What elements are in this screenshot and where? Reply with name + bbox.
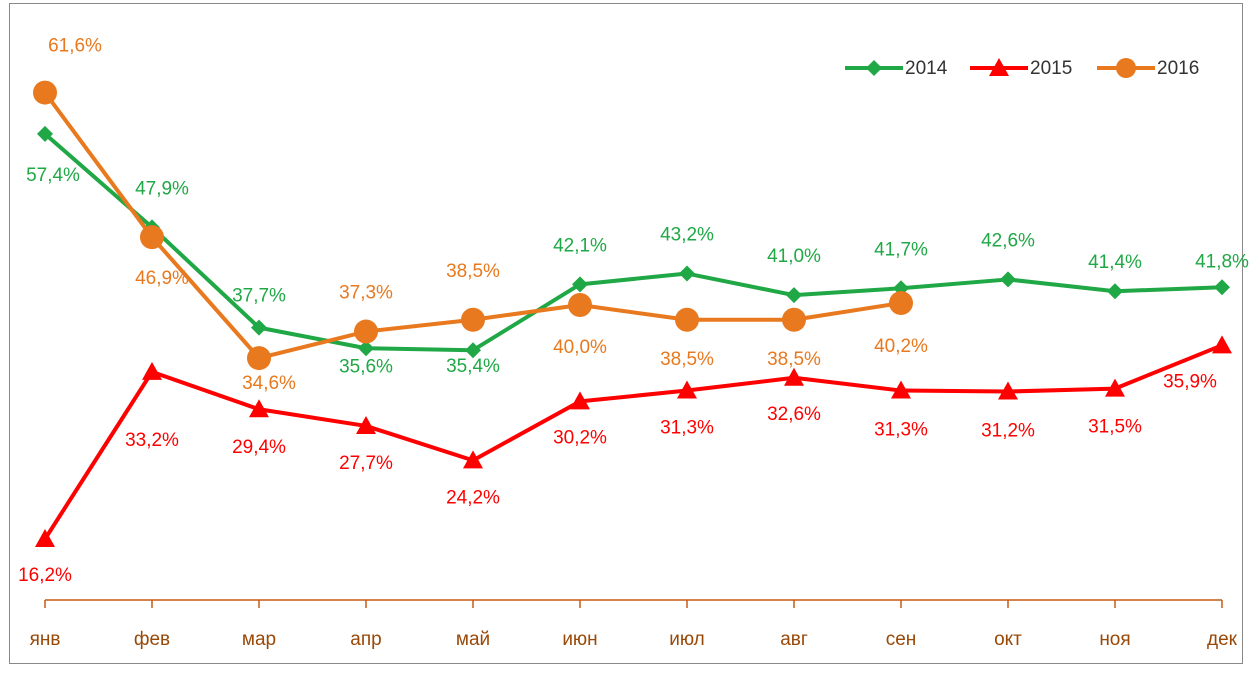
marker <box>784 367 804 386</box>
marker <box>463 450 483 469</box>
marker <box>354 319 378 344</box>
marker <box>35 529 55 548</box>
data-label: 46,9% <box>135 268 189 289</box>
data-label: 24,2% <box>446 487 500 508</box>
data-label: 37,7% <box>232 286 286 307</box>
x-tick-label: авг <box>780 629 808 650</box>
x-tick-label: июн <box>562 629 597 650</box>
data-label: 31,3% <box>874 420 928 441</box>
data-label: 42,6% <box>981 230 1035 251</box>
data-label: 61,6% <box>48 36 102 57</box>
marker <box>356 415 376 434</box>
marker <box>679 265 695 282</box>
x-tick-label: июл <box>669 629 705 650</box>
marker <box>142 361 162 380</box>
data-label: 41,7% <box>874 239 928 260</box>
legend-label: 2016 <box>1157 58 1199 79</box>
data-label: 33,2% <box>125 430 179 451</box>
data-label: 35,4% <box>446 356 500 377</box>
marker <box>1116 58 1136 78</box>
marker <box>891 380 911 399</box>
x-tick-label: янв <box>30 629 61 650</box>
legend-label: 2014 <box>905 58 948 79</box>
data-label: 37,3% <box>339 283 393 304</box>
data-label: 38,5% <box>446 261 500 282</box>
marker <box>465 342 481 359</box>
series-line <box>43 132 1223 353</box>
data-label: 32,6% <box>767 404 821 425</box>
legend-label: 2015 <box>1030 58 1072 79</box>
marker <box>570 391 590 410</box>
marker <box>572 276 588 293</box>
marker <box>247 346 271 371</box>
marker <box>677 380 697 399</box>
x-tick-label: мар <box>242 629 276 650</box>
data-label: 31,2% <box>981 421 1035 442</box>
data-label: 30,2% <box>553 427 607 448</box>
x-tick-label: фев <box>134 629 170 650</box>
data-label: 27,7% <box>339 453 393 474</box>
data-label: 34,6% <box>242 373 296 394</box>
marker <box>37 125 53 142</box>
marker <box>1105 378 1125 397</box>
data-label: 16,2% <box>18 565 72 586</box>
marker <box>249 399 269 418</box>
marker <box>461 307 485 332</box>
data-label: 40,0% <box>553 337 607 358</box>
marker <box>782 307 806 332</box>
data-label: 40,2% <box>874 336 928 357</box>
data-label: 31,5% <box>1088 417 1142 438</box>
data-label: 35,6% <box>339 356 393 377</box>
data-label: 31,3% <box>660 418 714 439</box>
series-line <box>43 343 1223 541</box>
marker <box>998 381 1018 400</box>
marker <box>568 293 592 317</box>
marker <box>675 307 699 332</box>
data-label: 47,9% <box>135 178 189 199</box>
marker <box>1212 335 1232 354</box>
marker <box>866 60 882 76</box>
marker <box>251 319 267 336</box>
data-label: 38,5% <box>767 349 821 370</box>
x-tick-label: ноя <box>1099 629 1130 650</box>
marker <box>1107 283 1123 300</box>
marker <box>1214 279 1230 296</box>
x-tick-label: май <box>456 629 490 650</box>
data-label: 38,5% <box>660 349 714 370</box>
data-label: 29,4% <box>232 437 286 458</box>
data-label: 41,0% <box>767 246 821 267</box>
marker <box>786 287 802 304</box>
marker <box>358 340 374 357</box>
marker <box>989 58 1009 76</box>
data-label: 41,8% <box>1195 251 1249 272</box>
marker <box>140 225 164 250</box>
x-tick-label: дек <box>1207 629 1238 650</box>
x-tick-label: апр <box>350 629 381 650</box>
chart-border <box>9 3 1243 664</box>
data-label: 41,4% <box>1088 252 1142 273</box>
data-label: 35,9% <box>1163 371 1217 392</box>
data-label: 43,2% <box>660 225 714 246</box>
marker <box>1000 271 1016 288</box>
marker <box>33 80 57 105</box>
x-tick-label: сен <box>886 629 917 650</box>
marker <box>889 291 913 316</box>
x-tick-label: окт <box>994 629 1022 650</box>
data-label: 42,1% <box>553 235 607 256</box>
data-label: 57,4% <box>26 165 80 186</box>
